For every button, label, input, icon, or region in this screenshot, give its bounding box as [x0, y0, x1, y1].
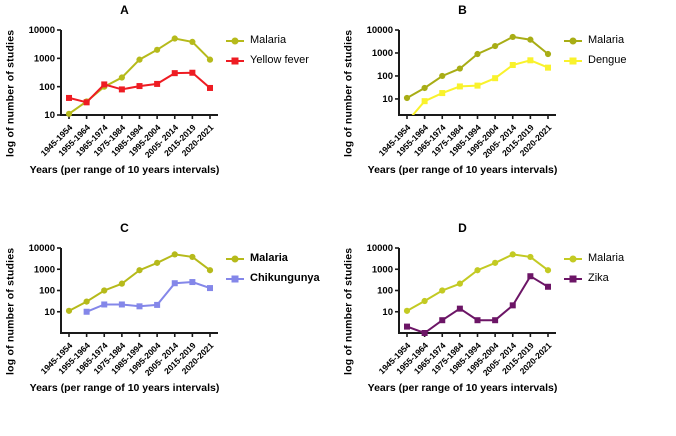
- svg-text:10000: 10000: [29, 243, 55, 254]
- svg-text:100: 100: [39, 286, 55, 297]
- legend-label: Malaria: [250, 252, 288, 264]
- malaria-line-marker-icon: [226, 255, 244, 263]
- panel-a-chart-row: log of number of studies 10 100 1000 10000 1…: [0, 18, 338, 168]
- svg-text:100: 100: [39, 82, 55, 93]
- panel-d-x-axis-label: Years (per range of 10 years intervals): [367, 382, 558, 394]
- malaria-line-marker-icon: [226, 37, 244, 45]
- legend-label: Dengue: [588, 54, 627, 66]
- panel-b-plot: 101001000100001945-19541955-19641965-197…: [367, 25, 556, 160]
- svg-text:100: 100: [377, 286, 393, 297]
- legend-label: Yellow fever: [250, 54, 309, 66]
- panel-c-legend: Malaria Chikungunya: [226, 236, 332, 386]
- panel-b-x-axis-label: Years (per range of 10 years intervals): [367, 164, 558, 176]
- panel-b-title: B: [458, 3, 467, 17]
- legend-item-malaria: Malaria: [226, 34, 332, 47]
- zika-line-marker-icon: [564, 275, 582, 283]
- panel-a-legend: Malaria Yellow fever: [226, 18, 332, 168]
- dengue-line-marker-icon: [564, 57, 582, 65]
- legend-item-malaria: Malaria: [226, 252, 332, 265]
- panel-c-plot: 101001000100001945-19541955-19641965-197…: [29, 243, 218, 378]
- legend-item-yellow-fever: Yellow fever: [226, 54, 332, 67]
- svg-text:1000: 1000: [34, 54, 55, 65]
- panel-d-y-axis-label: log of number of studies: [342, 247, 355, 375]
- svg-text:10000: 10000: [29, 25, 55, 36]
- panel-c-title: C: [120, 221, 129, 235]
- legend-item-chikungunya: Chikungunya: [226, 272, 332, 285]
- malaria-line-marker-icon: [564, 37, 582, 45]
- legend-item-zika: Zika: [564, 272, 670, 285]
- svg-text:10: 10: [44, 307, 55, 318]
- svg-text:1000: 1000: [372, 264, 393, 275]
- panel-a-title: A: [120, 3, 129, 17]
- panel-a-y-axis-label: log of number of studies: [4, 29, 17, 157]
- panel-c: C log of number of studies 10 100 1000 1000…: [0, 218, 338, 436]
- panel-a: A log of number of studies 10 100 1000 1000…: [0, 0, 338, 218]
- svg-text:10: 10: [382, 307, 393, 318]
- panel-b-legend: Malaria Dengue: [564, 18, 670, 168]
- malaria-line-marker-icon: [564, 255, 582, 263]
- svg-text:1000: 1000: [372, 48, 393, 59]
- panel-d-title: D: [458, 221, 467, 235]
- legend-item-malaria: Malaria: [564, 34, 670, 47]
- svg-text:100: 100: [377, 71, 393, 82]
- legend-label: Chikungunya: [250, 272, 320, 284]
- panel-d-chart-row: log of number of studies 10 100 1000 10000 1…: [338, 236, 676, 386]
- svg-text:10000: 10000: [367, 243, 393, 254]
- panel-a-x-axis-label: Years (per range of 10 years intervals): [29, 164, 220, 176]
- panel-b: B log of number of studies 10 100 1000 1000…: [338, 0, 676, 218]
- legend-label: Zika: [588, 272, 609, 284]
- panel-d-plot: 101001000100001945-19541955-19641965-197…: [367, 243, 556, 378]
- panel-c-chart-row: log of number of studies 10 100 1000 10000 1…: [0, 236, 338, 386]
- legend-label: Malaria: [588, 252, 625, 264]
- svg-text:10: 10: [44, 110, 55, 121]
- panel-c-y-axis-label: log of number of studies: [4, 247, 17, 375]
- svg-text:10000: 10000: [367, 25, 393, 36]
- panel-b-chart-row: log of number of studies 10 100 1000 10000 1…: [338, 18, 676, 168]
- svg-text:1000: 1000: [34, 264, 55, 275]
- panel-a-plot: 101001000100001945-19541955-19641965-197…: [29, 25, 218, 160]
- legend-label: Malaria: [250, 34, 287, 46]
- panel-d-legend: Malaria Zika: [564, 236, 670, 386]
- panel-b-y-axis-label: log of number of studies: [342, 29, 355, 157]
- legend-item-dengue: Dengue: [564, 54, 670, 67]
- panel-d: D log of number of studies 10 100 1000 1000…: [338, 218, 676, 436]
- panel-c-x-axis-label: Years (per range of 10 years intervals): [29, 382, 220, 394]
- yellow-fever-line-marker-icon: [226, 57, 244, 65]
- legend-item-malaria: Malaria: [564, 252, 670, 265]
- chikungunya-line-marker-icon: [226, 275, 244, 283]
- svg-text:10: 10: [382, 94, 393, 105]
- legend-label: Malaria: [588, 34, 625, 46]
